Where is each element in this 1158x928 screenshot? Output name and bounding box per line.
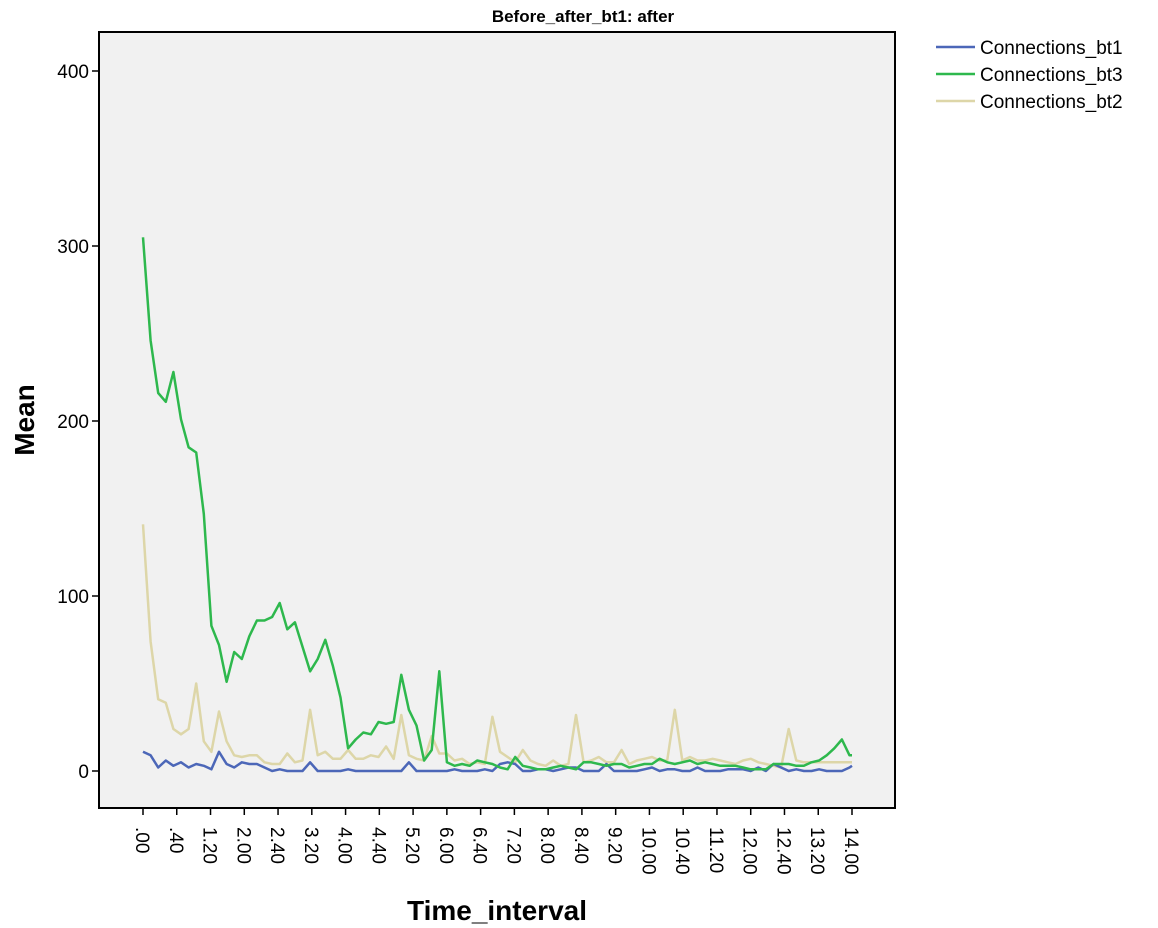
x-tick-label: 14.00 <box>840 827 861 875</box>
series-line-connections-bt1 <box>142 750 853 773</box>
legend-label-connections-bt1: Connections_bt1 <box>980 38 1123 59</box>
x-tick-label: 4.00 <box>334 827 355 864</box>
y-axis-label: Mean <box>9 384 40 456</box>
x-tick-label: 2.00 <box>232 827 253 864</box>
x-axis-label: Time_interval <box>407 895 587 926</box>
legend: Connections_bt1 Connections_bt3 Connection… <box>936 38 1123 113</box>
x-tick-label: 4.40 <box>367 827 388 864</box>
x-tick-label: 8.00 <box>536 827 557 864</box>
y-tick-label: 100 <box>57 587 89 608</box>
x-tick-label: 6.40 <box>469 827 490 864</box>
x-tick-label: 7.20 <box>502 827 523 864</box>
y-tick-label: 400 <box>57 62 89 83</box>
x-tick-label: 3.20 <box>300 827 321 864</box>
x-tick-label: 1.20 <box>199 827 220 864</box>
y-axis: 0 100 200 300 400 <box>57 62 99 783</box>
x-tick-label: 9.20 <box>604 827 625 864</box>
x-axis: .00 .40 1.20 2.00 2.40 3.20 4.00 4.40 5.20 6.00 6.… <box>131 808 861 875</box>
x-tick-label: 11.20 <box>705 827 726 873</box>
chart-title: Before_after_bt1: after <box>492 7 675 26</box>
plot-area <box>98 31 896 809</box>
x-tick-label: 12.00 <box>739 827 760 875</box>
legend-label-connections-bt3: Connections_bt3 <box>980 65 1123 86</box>
series-line-connections-bt3 <box>141 237 852 771</box>
x-tick-label: 12.40 <box>772 827 793 875</box>
x-tick-label: .40 <box>165 827 186 853</box>
x-tick-label: 10.40 <box>671 827 692 875</box>
series-line-connections-bt2 <box>141 524 852 769</box>
x-tick-label: 10.00 <box>637 827 658 875</box>
x-tick-label: 6.00 <box>435 827 456 864</box>
series-lines <box>141 237 853 773</box>
x-tick-label: 8.40 <box>570 827 591 864</box>
x-tick-label: 5.20 <box>401 827 422 864</box>
legend-label-connections-bt2: Connections_bt2 <box>980 92 1123 113</box>
y-tick-label: 200 <box>57 412 89 433</box>
x-tick-label: 2.40 <box>266 827 287 864</box>
y-tick-label: 0 <box>78 762 89 783</box>
x-tick-label: 13.20 <box>806 827 827 875</box>
y-tick-label: 300 <box>57 237 89 258</box>
x-tick-label: .00 <box>131 827 152 853</box>
